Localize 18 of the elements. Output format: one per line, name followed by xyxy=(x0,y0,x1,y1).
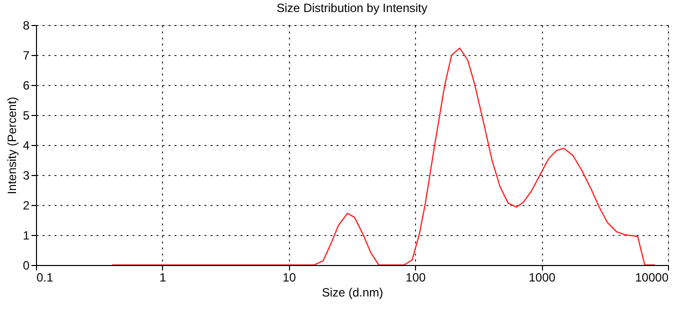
x-tick-label: 1000 xyxy=(528,270,556,284)
y-tick-label: 2 xyxy=(22,198,30,212)
y-tick-label: 6 xyxy=(22,78,30,92)
y-tick-label: 8 xyxy=(22,18,30,32)
x-tick-label: 10 xyxy=(282,270,296,284)
y-axis-title: Intensity (Percent) xyxy=(4,96,19,194)
x-tick-label: 1 xyxy=(160,270,167,284)
x-axis-title: Size (d.nm) xyxy=(322,286,384,300)
y-tick-label: 0 xyxy=(22,258,30,272)
y-tick-label: 4 xyxy=(22,138,30,152)
chart-title: Size Distribution by Intensity xyxy=(276,1,428,15)
y-tick-label: 5 xyxy=(22,108,30,122)
x-tick-label: 100 xyxy=(406,270,426,284)
y-tick-label: 1 xyxy=(22,228,30,242)
y-tick-label: 3 xyxy=(22,168,30,182)
x-tick-label: 10000 xyxy=(635,270,669,284)
x-tick-label: 0.1 xyxy=(36,270,54,284)
y-tick-label: 7 xyxy=(22,48,30,62)
